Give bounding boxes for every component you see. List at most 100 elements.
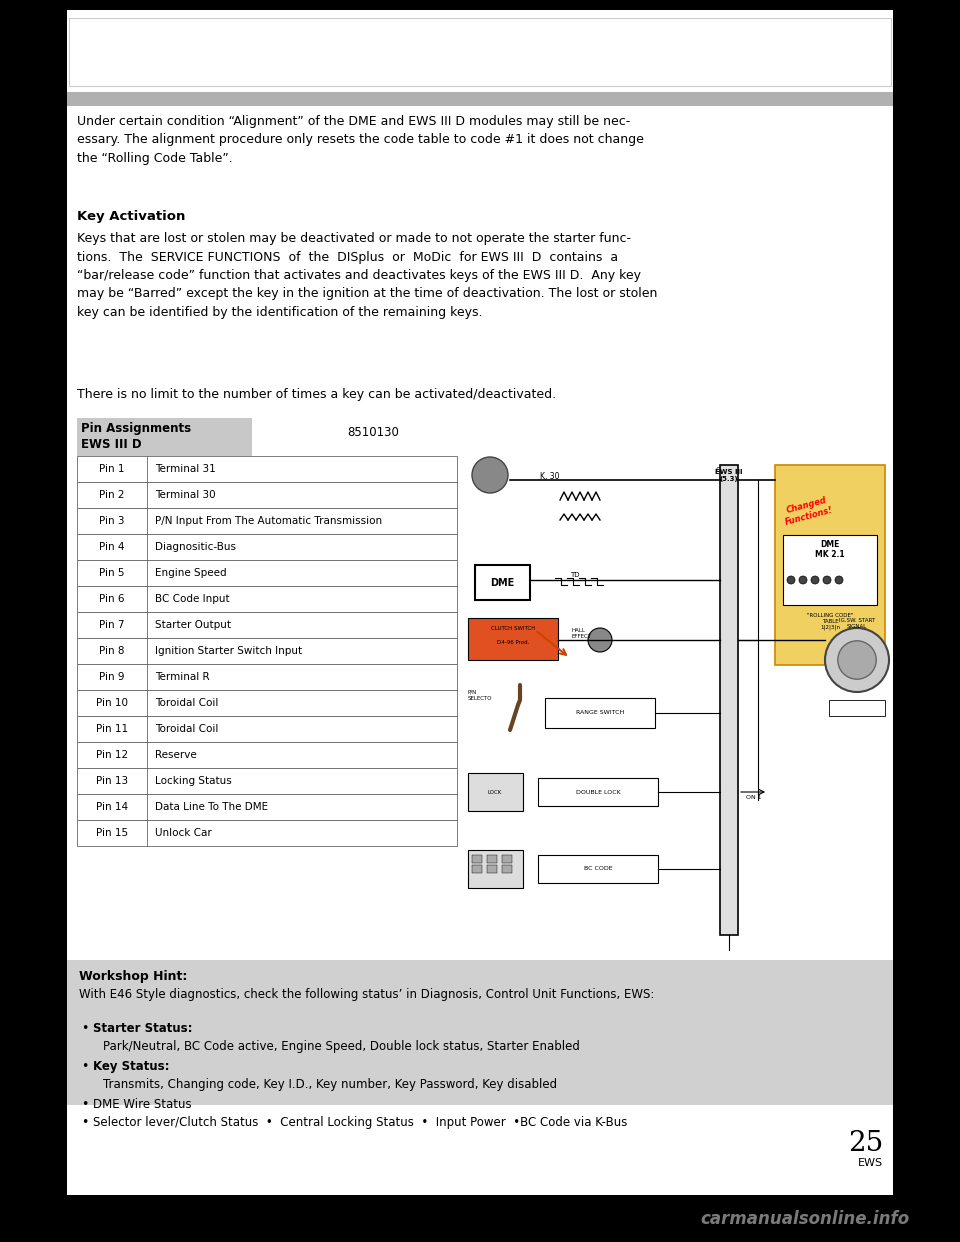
Text: With E46 Style diagnostics, check the following status’ in Diagnosis, Control Un: With E46 Style diagnostics, check the fo…	[79, 987, 655, 1001]
Bar	[67, 92, 893, 106]
Bar	[77, 794, 457, 820]
Bar	[468, 850, 523, 888]
Text: EWS III
(5.3): EWS III (5.3)	[715, 469, 743, 482]
Text: Pin 11: Pin 11	[96, 724, 128, 734]
Text: 8510130: 8510130	[347, 426, 398, 438]
Bar	[77, 534, 457, 560]
Text: LOCK: LOCK	[488, 790, 502, 795]
Bar	[77, 741, 457, 768]
Text: Starter Output: Starter Output	[155, 620, 231, 630]
Text: CLUTCH SWITCH: CLUTCH SWITCH	[491, 626, 535, 631]
Bar	[77, 820, 457, 846]
Text: DME
MK 2.1: DME MK 2.1	[815, 540, 845, 559]
Text: Key Status:: Key Status:	[93, 1059, 170, 1073]
Text: EWS III D: EWS III D	[81, 438, 142, 451]
Bar	[487, 854, 497, 863]
Text: Key Activation: Key Activation	[77, 210, 185, 224]
Text: D4-96 Prod.: D4-96 Prod.	[497, 640, 529, 645]
Bar	[77, 768, 457, 794]
Text: Pin 13: Pin 13	[96, 776, 128, 786]
Text: Pin 14: Pin 14	[96, 802, 128, 812]
Text: Workshop Hint:: Workshop Hint:	[79, 970, 187, 982]
Bar	[67, 10, 893, 1195]
Text: P/N
SELECTO: P/N SELECTO	[468, 691, 492, 700]
Text: Changed
Functions!: Changed Functions!	[781, 496, 834, 527]
Bar	[475, 565, 530, 600]
Bar	[77, 508, 457, 534]
Text: Pin Assignments: Pin Assignments	[81, 422, 191, 435]
Bar	[77, 586, 457, 612]
Text: Pin 1: Pin 1	[99, 465, 125, 474]
Text: Diagnositic-Bus: Diagnositic-Bus	[155, 542, 236, 551]
Text: Pin 2: Pin 2	[99, 491, 125, 501]
Text: HALL
EFFECT: HALL EFFECT	[572, 628, 592, 638]
Bar	[77, 456, 457, 482]
Text: There is no limit to the number of times a key can be activated/deactivated.: There is no limit to the number of times…	[77, 388, 556, 401]
Text: Data Line To The DME: Data Line To The DME	[155, 802, 268, 812]
Text: •: •	[81, 1022, 88, 1035]
Text: Transmits, Changing code, Key I.D., Key number, Key Password, Key disabled: Transmits, Changing code, Key I.D., Key …	[103, 1078, 557, 1090]
Text: Pin 5: Pin 5	[99, 568, 125, 578]
Text: Pin 12: Pin 12	[96, 750, 128, 760]
Text: 25: 25	[848, 1130, 883, 1158]
Bar	[472, 864, 482, 873]
Bar	[468, 773, 523, 811]
Text: Terminal 30: Terminal 30	[155, 491, 216, 501]
Text: Selector lever/Clutch Status  •  Central Locking Status  •  Input Power  •BC Cod: Selector lever/Clutch Status • Central L…	[93, 1117, 628, 1129]
Text: Starter Status:: Starter Status:	[93, 1022, 193, 1035]
Bar	[77, 691, 457, 715]
Text: Pin 4: Pin 4	[99, 542, 125, 551]
Text: Terminal R: Terminal R	[155, 672, 209, 682]
Text: Under certain condition “Alignment” of the DME and EWS III D modules may still b: Under certain condition “Alignment” of t…	[77, 116, 644, 165]
Text: Toroidal Coil: Toroidal Coil	[155, 698, 218, 708]
Text: RANGE SWITCH: RANGE SWITCH	[576, 710, 624, 715]
Text: DOUBLE LOCK: DOUBLE LOCK	[576, 790, 620, 795]
Text: Pin 3: Pin 3	[99, 515, 125, 527]
Text: Terminal 31: Terminal 31	[155, 465, 216, 474]
Text: Locking Status: Locking Status	[155, 776, 231, 786]
Bar	[77, 715, 457, 741]
Bar	[502, 864, 512, 873]
Text: "ROLLING CODE"
TABLE
1|2|3|n: "ROLLING CODE" TABLE 1|2|3|n	[806, 614, 853, 630]
Bar	[538, 777, 658, 806]
Text: DME Wire Status: DME Wire Status	[93, 1098, 192, 1112]
Text: Engine Speed: Engine Speed	[155, 568, 227, 578]
Bar	[77, 612, 457, 638]
Text: DME: DME	[491, 578, 515, 587]
Text: Toroidal Coil: Toroidal Coil	[155, 724, 218, 734]
Bar	[77, 419, 252, 456]
Bar	[77, 482, 457, 508]
Circle shape	[799, 576, 807, 584]
Text: Pin 9: Pin 9	[99, 672, 125, 682]
Bar	[775, 465, 885, 664]
Text: carmanualsonline.info: carmanualsonline.info	[700, 1210, 909, 1228]
Circle shape	[838, 641, 876, 679]
Text: TD: TD	[570, 573, 580, 578]
Text: EWS: EWS	[858, 1158, 883, 1167]
Text: ON 1: ON 1	[746, 795, 761, 800]
Circle shape	[588, 628, 612, 652]
Bar	[538, 854, 658, 883]
Bar	[487, 864, 497, 873]
Text: Pin 6: Pin 6	[99, 594, 125, 604]
Text: •: •	[81, 1059, 88, 1073]
Text: Pin 10: Pin 10	[96, 698, 128, 708]
Circle shape	[787, 576, 795, 584]
Bar	[783, 535, 877, 605]
Text: Reserve: Reserve	[155, 750, 197, 760]
Text: P/N Input From The Automatic Transmission: P/N Input From The Automatic Transmissio…	[155, 515, 382, 527]
Text: Ignition Starter Switch Input: Ignition Starter Switch Input	[155, 646, 302, 656]
Circle shape	[472, 457, 508, 493]
Text: Pin 7: Pin 7	[99, 620, 125, 630]
Bar	[468, 619, 558, 660]
Text: C: C	[715, 467, 720, 473]
Text: BC CODE: BC CODE	[584, 867, 612, 872]
Bar	[69, 17, 891, 86]
Bar	[77, 664, 457, 691]
Bar	[545, 698, 655, 728]
Text: Unlock Car: Unlock Car	[155, 828, 212, 838]
Circle shape	[811, 576, 819, 584]
Text: Pin 15: Pin 15	[96, 828, 128, 838]
Bar	[502, 854, 512, 863]
Circle shape	[825, 628, 889, 692]
